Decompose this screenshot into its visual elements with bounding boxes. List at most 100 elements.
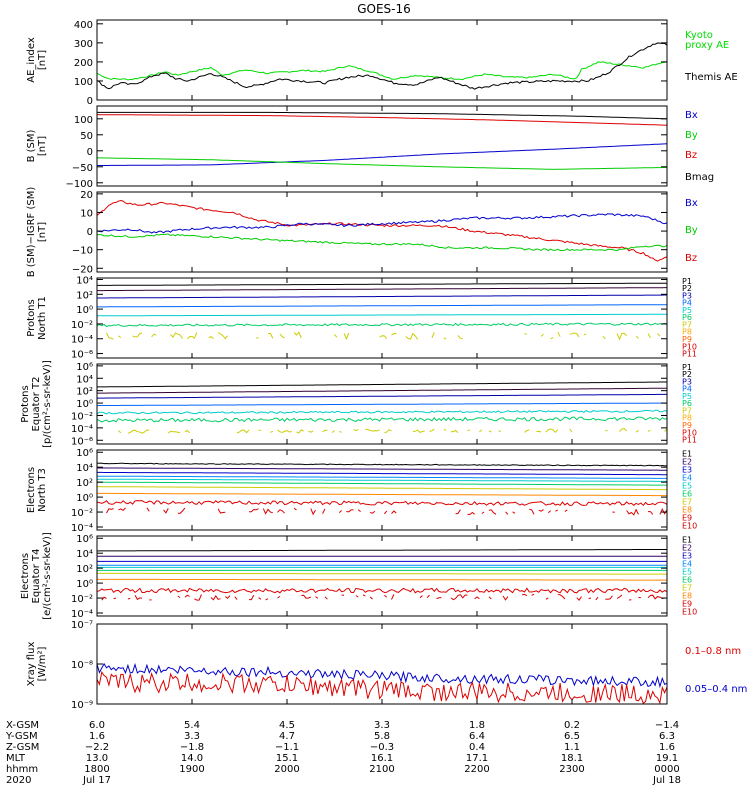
x-row-value: −0.3 <box>370 742 394 753</box>
series-line <box>97 572 667 575</box>
y-tick-label: 10² <box>76 478 93 489</box>
legend-entry: Bx <box>685 110 698 121</box>
x-row-value: 4.5 <box>279 720 295 731</box>
series-line <box>97 387 667 394</box>
series-line <box>96 670 668 705</box>
legend-entry: E9 <box>682 599 692 608</box>
series-line <box>455 509 461 515</box>
y-axis-title-line: B (SM) <box>26 129 37 162</box>
series-line <box>249 594 255 601</box>
panel-7: 10⁻⁴ 10⁻² 10⁰ 10² 10⁴ 10⁶ ElectronsEquator T4[… <box>20 532 697 620</box>
series-0-05-0-4-nm <box>96 662 668 689</box>
series-line <box>96 233 668 252</box>
legend-entry: P10 <box>682 428 697 437</box>
series-e9 <box>96 500 668 507</box>
series-line <box>96 500 668 507</box>
series-line <box>343 332 350 341</box>
series-line <box>224 595 231 599</box>
y-axis-title-line: AE_index <box>26 37 37 83</box>
y-axis-title: B (SM)−IGRF (SM)[nT] <box>26 187 48 278</box>
series-e4 <box>97 475 667 479</box>
series-p6 <box>96 322 668 328</box>
y-tick-label: 0 <box>87 96 93 107</box>
series-line <box>97 492 667 497</box>
series-by <box>96 233 668 252</box>
plot-title: GOES-16 <box>357 2 411 16</box>
panel-frame <box>96 449 668 531</box>
panel-frame <box>96 535 668 617</box>
y-tick-label: 10⁻⁴ <box>71 609 93 620</box>
series-line <box>569 428 573 433</box>
legend-entry: P6 <box>682 313 692 322</box>
x-row-value: 5.8 <box>374 731 390 742</box>
series-line <box>605 595 613 600</box>
legend-entry: P11 <box>682 436 697 445</box>
series-line <box>96 481 667 486</box>
y-tick-label: 10⁴ <box>76 275 93 286</box>
x-row-value: 0.4 <box>469 742 485 753</box>
x-row-value: −1.1 <box>275 742 299 753</box>
y-tick-label: −100 <box>66 179 93 190</box>
series-line <box>258 597 262 600</box>
series-line <box>96 157 668 170</box>
x-row-value: 1900 <box>179 764 204 775</box>
x-row-label: X-GSM <box>6 720 39 731</box>
series-line <box>208 336 214 340</box>
series-line <box>479 429 483 433</box>
series-line <box>426 594 430 599</box>
y-tick-label: 10⁶ <box>76 362 93 373</box>
series-line <box>127 429 150 434</box>
series-line <box>384 594 388 598</box>
legend: Bx By Bz <box>685 198 698 264</box>
series-line <box>338 510 342 513</box>
series-line <box>113 597 117 600</box>
series-line <box>96 402 667 407</box>
legend-entry: Kyoto <box>685 30 713 41</box>
legend-entry: E8 <box>682 591 692 600</box>
series-line <box>557 594 566 600</box>
x-row-value: 2000 <box>274 764 299 775</box>
series-line <box>502 595 509 601</box>
series-p2 <box>97 387 667 394</box>
series-line <box>248 508 259 513</box>
series-line <box>391 510 397 514</box>
legend-entry: P10 <box>682 342 697 351</box>
x-row-label: Z-GSM <box>6 742 39 753</box>
legend-entry: P4 <box>682 299 692 308</box>
legend-entry: E9 <box>682 513 692 522</box>
x-row-label: 2020 <box>6 775 31 786</box>
series-line <box>583 333 587 336</box>
series-line <box>97 471 667 476</box>
legend: 0.1–0.8 nm 0.05–0.4 nm <box>685 646 747 695</box>
series-line <box>96 662 668 689</box>
panel-frame <box>96 19 668 101</box>
series-line <box>106 508 114 514</box>
series-line <box>184 594 190 598</box>
series-line <box>96 42 668 90</box>
series-line <box>315 596 319 599</box>
y-axis-title-line: [nT] <box>37 136 48 156</box>
y-axis-title: ProtonsEquator T2[p/(cm²-s-sr-keV)] <box>20 360 53 448</box>
series-bx <box>97 143 668 166</box>
series-line <box>635 335 639 339</box>
legend-entry: P3 <box>682 291 692 300</box>
legend-entry: Bmag <box>685 172 714 183</box>
x-row-value: 1800 <box>84 764 109 775</box>
y-axis-title-line: Equator T2 <box>31 377 42 432</box>
series-line <box>391 332 397 336</box>
series-line <box>217 332 228 340</box>
series-line <box>555 509 559 512</box>
series-e2 <box>96 467 667 471</box>
series-line <box>293 331 302 339</box>
series-line <box>97 393 667 399</box>
legend-entry: proxy AE <box>685 40 729 51</box>
legend-entry: E4 <box>682 473 692 482</box>
y-tick-label: 10⁰ <box>76 493 93 504</box>
panel-2: −100 −50 0 50 100 B (SM)[nT] Bx By Bz Bmag <box>26 105 714 190</box>
series-line <box>97 143 668 166</box>
y-axis-title-line: B (SM)−IGRF (SM) <box>26 187 37 278</box>
series-line <box>277 509 285 514</box>
legend-entry: P1 <box>682 277 692 286</box>
